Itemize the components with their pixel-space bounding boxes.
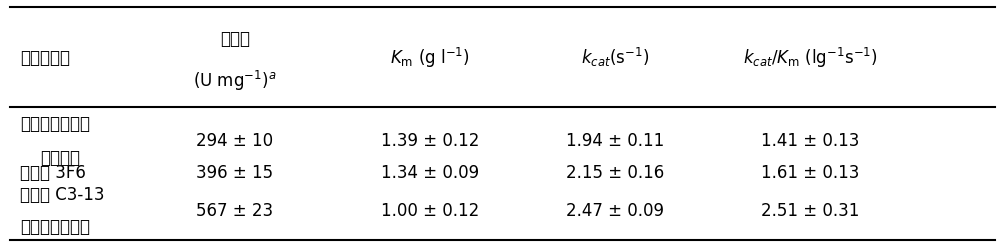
- Text: 酶蛋白样品: 酶蛋白样品: [20, 49, 70, 67]
- Text: 1.41 ± 0.13: 1.41 ± 0.13: [761, 132, 859, 150]
- Text: 2.15 ± 0.16: 2.15 ± 0.16: [566, 164, 664, 182]
- Text: $k_{cat}/K_{\mathrm{m}}$ (lg$^{-1}$s$^{-1}$): $k_{cat}/K_{\mathrm{m}}$ (lg$^{-1}$s$^{-…: [743, 46, 877, 70]
- Text: （突变后酶液）: （突变后酶液）: [20, 218, 90, 236]
- Text: $K_{\mathrm{m}}$ (g l$^{-1}$): $K_{\mathrm{m}}$ (g l$^{-1}$): [390, 46, 470, 70]
- Text: 2.47 ± 0.09: 2.47 ± 0.09: [566, 202, 664, 220]
- Text: 1.39 ± 0.12: 1.39 ± 0.12: [381, 132, 479, 150]
- Text: 1.94 ± 0.11: 1.94 ± 0.11: [566, 132, 664, 150]
- Text: 突变体 3F6: 突变体 3F6: [20, 164, 86, 182]
- Text: 294 ± 10: 294 ± 10: [196, 132, 274, 150]
- Text: 野生型酶（突变: 野生型酶（突变: [20, 115, 90, 133]
- Text: 1.34 ± 0.09: 1.34 ± 0.09: [381, 164, 479, 182]
- Text: 567 ± 23: 567 ± 23: [196, 202, 274, 220]
- Text: 前酶液）: 前酶液）: [40, 149, 80, 167]
- Text: 1.61 ± 0.13: 1.61 ± 0.13: [761, 164, 859, 182]
- Text: 1.00 ± 0.12: 1.00 ± 0.12: [381, 202, 479, 220]
- Text: 2.51 ± 0.31: 2.51 ± 0.31: [761, 202, 859, 220]
- Text: (U mg$^{-1}$)$^{a}$: (U mg$^{-1}$)$^{a}$: [193, 69, 277, 93]
- Text: $k_{cat}$(s$^{-1}$): $k_{cat}$(s$^{-1}$): [581, 46, 649, 69]
- Text: 突变体 C3-13: 突变体 C3-13: [20, 186, 104, 204]
- Text: 396 ± 15: 396 ± 15: [196, 164, 274, 182]
- Text: 比活力: 比活力: [220, 30, 250, 48]
